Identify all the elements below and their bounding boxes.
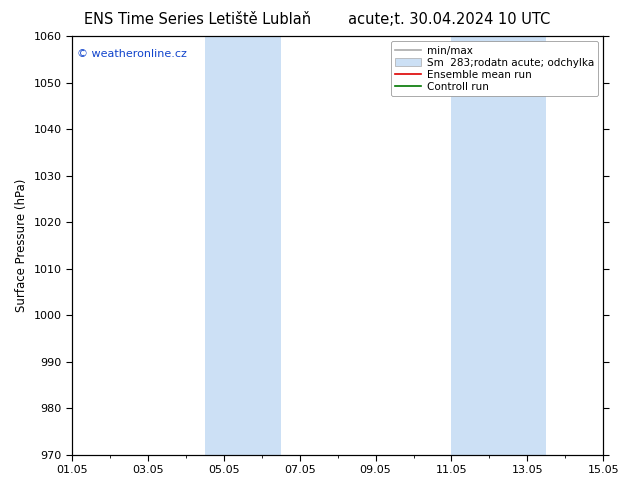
Text: ENS Time Series Letiště Lublaň        acute;t. 30.04.2024 10 UTC: ENS Time Series Letiště Lublaň acute;t. … [84, 12, 550, 27]
Bar [205, 36, 281, 455]
Text: © weatheronline.cz: © weatheronline.cz [77, 49, 187, 59]
Legend: min/max, Sm  283;rodatn acute; odchylka, Ensemble mean run, Controll run: min/max, Sm 283;rodatn acute; odchylka, … [391, 41, 598, 96]
Y-axis label: Surface Pressure (hPa): Surface Pressure (hPa) [15, 179, 28, 312]
Bar [451, 36, 547, 455]
